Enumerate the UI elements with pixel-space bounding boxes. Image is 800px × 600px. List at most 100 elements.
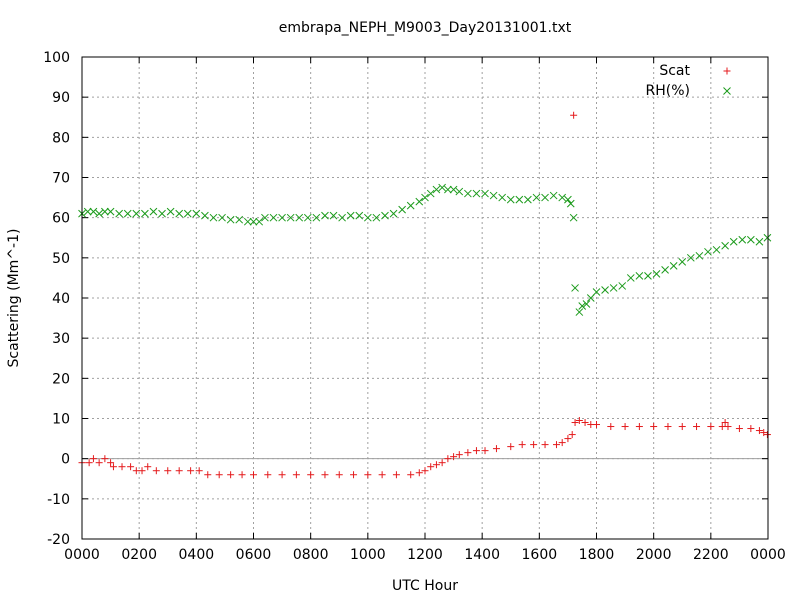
data-point	[355, 211, 364, 220]
data-point	[524, 195, 532, 204]
data-point	[664, 423, 672, 431]
data-point	[635, 423, 643, 431]
data-point	[187, 467, 195, 475]
data-point	[729, 237, 738, 246]
data-point	[532, 193, 541, 202]
data-point	[398, 205, 406, 214]
x-tick-label: 2200	[693, 547, 729, 563]
data-point	[107, 459, 115, 467]
data-point	[138, 467, 146, 475]
data-point	[724, 423, 732, 431]
data-point	[541, 193, 549, 202]
x-tick-label: 1800	[579, 547, 615, 563]
data-point	[746, 235, 755, 244]
data-point	[101, 455, 109, 463]
x-tick-label: 1400	[464, 547, 500, 563]
data-point	[712, 245, 721, 254]
data-point	[506, 195, 515, 204]
data-point	[118, 463, 126, 471]
y-tick-label: -10	[47, 492, 70, 508]
data-point	[566, 199, 575, 208]
data-point	[650, 423, 658, 431]
data-point	[721, 241, 729, 250]
series-scat	[78, 111, 771, 479]
data-point	[450, 453, 458, 461]
data-point	[278, 213, 286, 222]
data-point	[464, 189, 472, 198]
data-point	[678, 257, 687, 266]
data-point	[570, 111, 578, 119]
legend-marker	[723, 67, 731, 75]
data-point	[372, 213, 381, 222]
data-point	[321, 211, 329, 220]
data-point	[518, 441, 526, 449]
y-tick-label: 80	[52, 130, 70, 146]
data-point	[363, 213, 372, 222]
data-point	[421, 193, 429, 202]
data-point	[693, 423, 701, 431]
data-point	[635, 272, 644, 280]
y-tick-label: 30	[52, 331, 70, 347]
series-rh	[78, 183, 772, 316]
data-point	[321, 471, 329, 479]
y-tick-label: 0	[61, 452, 70, 468]
data-point	[607, 423, 615, 431]
x-tick-label: 2000	[636, 547, 672, 563]
data-point	[249, 217, 258, 226]
data-point	[292, 471, 300, 479]
data-point	[406, 201, 415, 210]
data-point	[264, 471, 272, 479]
data-point	[261, 213, 269, 222]
data-point	[175, 467, 183, 475]
y-tick-label: 20	[52, 371, 70, 387]
data-point	[571, 419, 579, 427]
data-point	[707, 423, 715, 431]
data-point	[329, 211, 338, 220]
legend-label: Scat	[659, 63, 690, 79]
data-point	[564, 195, 572, 204]
y-tick-label: 40	[52, 291, 70, 307]
data-point	[127, 463, 135, 471]
data-point	[444, 185, 452, 194]
data-point	[578, 302, 587, 310]
data-point	[568, 431, 576, 439]
y-tick-label: 10	[52, 412, 70, 428]
data-point	[552, 441, 560, 449]
data-point	[432, 185, 441, 194]
data-point	[250, 471, 257, 479]
data-point	[115, 209, 124, 218]
x-tick-label: 0800	[293, 547, 329, 563]
y-tick-label: -20	[47, 532, 70, 548]
data-point	[238, 471, 246, 479]
data-point	[106, 207, 115, 216]
data-point	[489, 191, 498, 200]
data-point	[564, 435, 572, 443]
data-point	[686, 253, 695, 262]
x-tick-labels: 0000 0200 0400 0600 0800 1000 1200 1400 1600 1800…	[64, 547, 786, 563]
data-point	[455, 451, 463, 459]
x-tick-label: 0600	[236, 547, 272, 563]
data-point	[601, 286, 609, 294]
data-point	[389, 209, 398, 218]
data-point	[581, 419, 589, 427]
data-point	[144, 463, 152, 471]
data-point	[618, 282, 627, 290]
data-point	[661, 266, 669, 274]
data-point	[575, 308, 584, 316]
data-point	[438, 183, 447, 192]
data-point	[407, 471, 415, 479]
y-axis-label: Scattering (Mm^-1)	[6, 229, 22, 368]
data-point	[218, 213, 226, 222]
data-point	[201, 211, 209, 220]
data-point	[760, 429, 768, 437]
y-tick-label: 50	[52, 251, 70, 267]
data-point	[83, 207, 92, 216]
data-point	[183, 209, 192, 218]
data-point	[763, 233, 772, 242]
legend: Scat RH(%)	[646, 63, 731, 99]
data-point	[678, 423, 686, 431]
data-point	[89, 455, 97, 463]
x-tick-label: 0000	[64, 547, 100, 563]
data-point	[609, 284, 618, 292]
data-point	[95, 459, 103, 467]
